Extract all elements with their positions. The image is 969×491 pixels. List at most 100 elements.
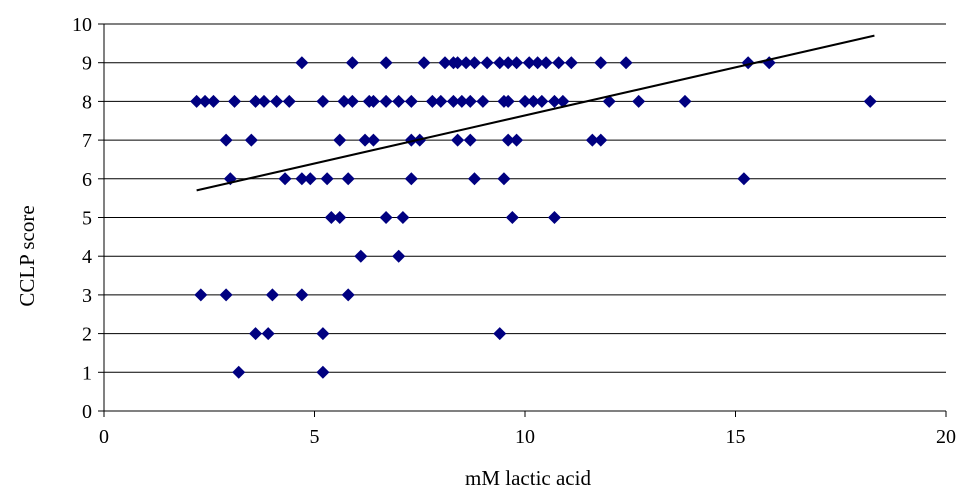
data-point [547,94,561,108]
data-point [316,94,330,108]
y-tick-label: 0 [82,401,92,423]
y-tick-label: 1 [82,362,92,384]
data-point [194,288,208,302]
data-point [333,211,347,224]
data-point [632,94,646,108]
data-point [219,288,233,302]
data-point [379,56,393,70]
data-point [451,133,465,147]
data-point [366,133,380,147]
trendline-group [196,34,875,192]
data-point [501,133,515,147]
data-point [480,56,494,70]
x-axis-title: mM lactic acid [465,466,591,490]
data-point [219,133,233,147]
data-point [206,94,220,108]
data-point [379,211,393,224]
data-point [425,94,439,108]
data-point [446,94,460,108]
data-point [232,365,246,379]
data-point [602,94,616,108]
data-point [594,56,608,70]
x-tick-label: 20 [936,426,956,448]
y-tick-label: 6 [82,169,92,191]
data-points [190,56,877,379]
y-tick-label: 3 [82,285,92,307]
data-point [535,94,549,108]
data-point [552,56,566,70]
axes [98,23,947,417]
data-point [366,94,380,108]
data-point [337,94,351,108]
data-point [556,94,570,108]
data-point [476,94,490,108]
y-tick-label: 10 [72,14,92,36]
data-point [404,94,418,108]
data-point [228,94,242,108]
tick-labels: 0 1 2 3 4 5 6 7 8 9 10 0 5 10 15 20 [72,14,956,448]
y-axis-title: CCLP score [15,205,39,306]
data-point [316,327,330,341]
data-point [510,133,524,147]
data-point [510,56,524,70]
data-point [493,56,507,70]
data-point [324,211,338,224]
data-point [404,172,418,186]
data-point [404,133,418,147]
data-point [678,94,692,108]
data-point [295,288,309,302]
data-point [396,211,410,224]
data-point [451,56,465,70]
data-point [526,94,540,108]
data-point [585,133,599,147]
data-point [522,56,536,70]
data-point [392,249,406,263]
x-tick-label: 5 [310,426,320,448]
data-point [518,94,532,108]
data-point [278,172,292,186]
data-point [341,288,355,302]
x-tick-label: 15 [726,426,746,448]
data-point [531,56,545,70]
data-point [333,133,347,147]
data-point [392,94,406,108]
data-point [459,56,473,70]
data-point [737,172,751,186]
data-point [295,172,309,186]
data-point [619,56,633,70]
y-tick-label: 9 [82,53,92,75]
data-point [539,56,553,70]
x-tick-label: 0 [99,426,109,448]
data-point [244,133,258,147]
data-point [341,172,355,186]
data-point [320,172,334,186]
data-point [261,327,275,341]
data-point [354,249,368,263]
data-point [493,327,507,341]
data-point [345,94,359,108]
data-point [463,133,477,147]
data-point [467,172,481,186]
data-point [345,56,359,70]
trendline [196,34,875,192]
data-point [270,94,284,108]
data-point [467,56,481,70]
data-point [257,94,271,108]
data-point [455,94,469,108]
data-point [316,365,330,379]
data-point [295,56,309,70]
data-point [190,94,204,108]
y-tick-label: 8 [82,91,92,113]
data-point [282,94,296,108]
data-point [265,288,279,302]
y-tick-label: 5 [82,208,92,230]
y-tick-label: 7 [82,130,92,152]
data-point [505,211,519,224]
data-point [547,211,561,224]
data-point [564,56,578,70]
data-point [358,133,372,147]
data-point [463,94,477,108]
data-point [417,56,431,70]
data-point [434,94,448,108]
